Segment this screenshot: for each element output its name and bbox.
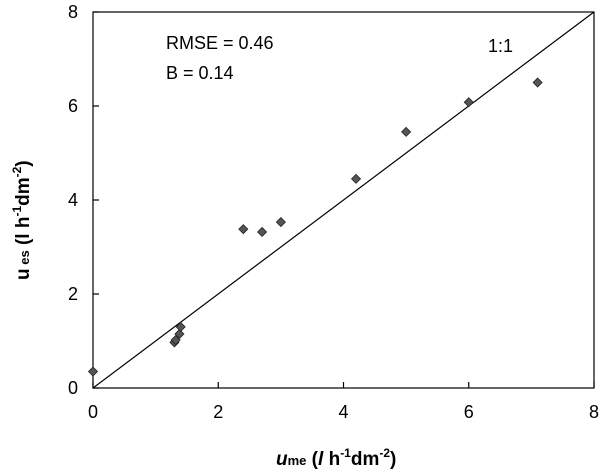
x-axis-title-exp1: -1	[340, 446, 351, 460]
one-to-one-line	[92, 11, 595, 389]
data-point	[532, 77, 543, 88]
y-axis-title-sub: es	[17, 250, 32, 268]
x-axis-title-exp2: -2	[379, 446, 390, 460]
y-axis-title-group: u es (l h-1dm-2)	[10, 160, 34, 280]
y-tick-label: 6	[68, 96, 78, 116]
x-axis-title-close: )	[390, 449, 396, 470]
data-point	[174, 328, 185, 340]
data-point	[238, 224, 249, 235]
rmse-annotation: RMSE = 0.46	[166, 33, 274, 53]
y-axis-title-exp2: -2	[10, 166, 24, 177]
y-axis-title: u es (l h-1dm-2)	[10, 160, 34, 280]
x-axis-title: ume (l h-1dm-2)	[276, 446, 396, 470]
data-point	[257, 226, 268, 238]
one-to-one-label: 1:1	[488, 36, 513, 56]
data-point	[350, 173, 362, 184]
x-axis-ticks: 0 2 4 6 8	[88, 382, 599, 422]
data-point	[463, 97, 474, 108]
data-point	[87, 366, 99, 377]
y-tick-label: 0	[68, 378, 78, 398]
x-axis-title-sub: me	[288, 453, 307, 468]
data-point	[275, 217, 286, 228]
x-axis-title-open: (	[306, 449, 318, 470]
data-point	[175, 321, 186, 332]
x-axis-title-unit-l: l	[318, 449, 324, 470]
y-axis-title-close: )	[13, 160, 34, 166]
x-tick-label: 0	[88, 402, 98, 422]
y-tick-label: 8	[68, 2, 78, 22]
y-axis-title-open: (l h	[13, 217, 34, 251]
y-tick-label: 2	[68, 284, 78, 304]
x-axis-title-unit-h: h	[323, 449, 340, 470]
y-axis-title-main: u	[13, 268, 34, 280]
y-axis-title-exp1: -1	[10, 206, 24, 217]
x-tick-label: 2	[213, 402, 223, 422]
y-tick-label: 4	[68, 190, 78, 210]
data-point	[170, 334, 181, 346]
y-axis-title-unit-dm: dm	[13, 177, 34, 206]
x-tick-label: 4	[338, 402, 348, 422]
data-point	[401, 126, 412, 137]
bias-annotation: B = 0.14	[166, 63, 234, 83]
x-tick-label: 6	[464, 402, 474, 422]
data-points	[87, 77, 543, 377]
y-axis-ticks: 0 2 4 6 8	[68, 2, 99, 398]
x-axis-title-main: u	[276, 449, 288, 470]
x-tick-label: 8	[589, 402, 599, 422]
x-axis-title-unit-dm: dm	[351, 449, 380, 470]
